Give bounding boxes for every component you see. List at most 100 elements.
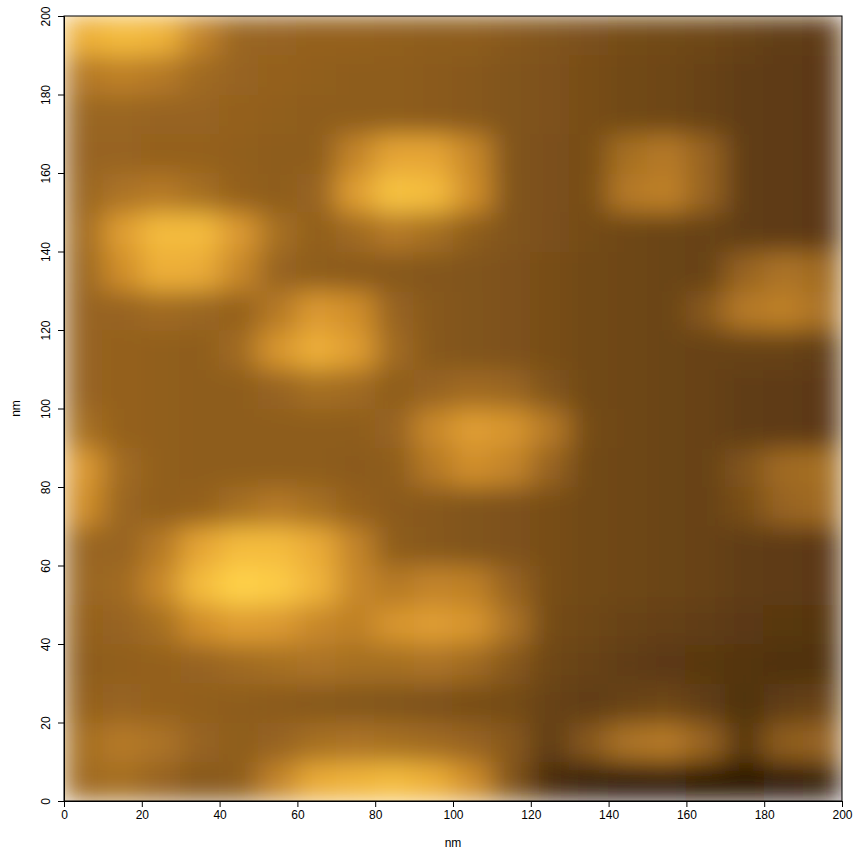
height-cell xyxy=(258,369,298,409)
height-cell xyxy=(686,487,726,527)
height-cell xyxy=(569,94,609,134)
height-cell xyxy=(725,16,765,56)
height-cell xyxy=(530,487,570,527)
y-tick-mark xyxy=(58,644,64,645)
height-cell xyxy=(102,565,142,605)
x-tick-label: 140 xyxy=(599,808,619,822)
height-cell xyxy=(180,173,220,213)
height-cell xyxy=(141,722,181,762)
height-cell xyxy=(491,133,531,173)
height-cell xyxy=(375,447,415,487)
height-cell xyxy=(453,526,493,566)
height-cell xyxy=(803,290,842,330)
height-cell xyxy=(764,369,804,409)
x-tick-label: 80 xyxy=(369,808,383,822)
height-cell xyxy=(530,447,570,487)
height-cell xyxy=(530,644,570,684)
height-cell xyxy=(686,133,726,173)
height-cell xyxy=(102,16,142,56)
height-cell xyxy=(569,565,609,605)
y-tick-mark xyxy=(58,95,64,96)
x-tick-mark xyxy=(142,801,143,807)
x-tick: 140 xyxy=(599,801,619,822)
height-cell xyxy=(647,604,687,644)
height-cell xyxy=(336,526,376,566)
height-cell xyxy=(453,408,493,448)
height-cell xyxy=(647,761,687,801)
x-tick-mark xyxy=(531,801,532,807)
height-cell xyxy=(453,565,493,605)
height-cell xyxy=(219,212,259,252)
height-cell xyxy=(608,55,648,95)
height-cell xyxy=(569,761,609,801)
height-cell xyxy=(453,94,493,134)
height-cell xyxy=(647,212,687,252)
x-tick-label: 20 xyxy=(136,808,150,822)
height-cell xyxy=(530,55,570,95)
height-cell xyxy=(297,212,337,252)
height-cell xyxy=(375,212,415,252)
height-cell xyxy=(258,408,298,448)
height-cell xyxy=(686,644,726,684)
height-cell xyxy=(375,604,415,644)
height-cell xyxy=(608,173,648,213)
height-cell xyxy=(725,408,765,448)
height-cell xyxy=(336,565,376,605)
height-cell xyxy=(491,526,531,566)
height-cell xyxy=(336,251,376,291)
height-cell xyxy=(141,526,181,566)
height-cell xyxy=(453,447,493,487)
height-cell xyxy=(764,330,804,370)
y-axis: 020406080100120140160180200 xyxy=(39,6,65,805)
height-cell xyxy=(64,330,103,370)
height-cell xyxy=(569,447,609,487)
chart: 0204060801001201401601802000204060801001… xyxy=(0,0,862,863)
y-tick: 160 xyxy=(39,163,64,183)
height-cell xyxy=(297,251,337,291)
height-cell xyxy=(453,133,493,173)
height-cell xyxy=(141,487,181,527)
height-cell xyxy=(180,94,220,134)
height-cell xyxy=(686,683,726,723)
height-cell xyxy=(764,604,804,644)
height-cell xyxy=(491,212,531,252)
x-axis-title: nm xyxy=(445,836,462,850)
x-tick: 100 xyxy=(443,801,463,822)
height-cell xyxy=(491,55,531,95)
height-cell xyxy=(375,526,415,566)
x-tick-label: 180 xyxy=(755,808,775,822)
height-cell xyxy=(764,526,804,566)
height-cell xyxy=(764,408,804,448)
height-cell xyxy=(725,644,765,684)
height-cell xyxy=(219,761,259,801)
cells xyxy=(64,16,842,801)
height-cell xyxy=(453,16,493,56)
height-cell xyxy=(102,330,142,370)
height-cell xyxy=(336,722,376,762)
height-cell xyxy=(725,761,765,801)
y-tick: 100 xyxy=(39,399,64,419)
height-cell xyxy=(336,173,376,213)
height-cell xyxy=(297,526,337,566)
height-cell xyxy=(414,94,454,134)
height-cell xyxy=(647,330,687,370)
height-cell xyxy=(453,290,493,330)
height-cell xyxy=(569,55,609,95)
x-tick-label: 120 xyxy=(521,808,541,822)
height-cell xyxy=(803,133,842,173)
height-cell xyxy=(530,761,570,801)
height-cell xyxy=(180,55,220,95)
height-cell xyxy=(64,212,103,252)
height-cell xyxy=(725,722,765,762)
height-cell xyxy=(803,644,842,684)
height-cell xyxy=(102,212,142,252)
height-cell xyxy=(453,722,493,762)
y-tick-label: 180 xyxy=(39,85,53,105)
height-cell xyxy=(219,94,259,134)
height-cell xyxy=(491,369,531,409)
height-cell xyxy=(647,173,687,213)
x-tick: 180 xyxy=(755,801,775,822)
height-cell xyxy=(64,369,103,409)
height-cell xyxy=(608,526,648,566)
height-cell xyxy=(686,761,726,801)
